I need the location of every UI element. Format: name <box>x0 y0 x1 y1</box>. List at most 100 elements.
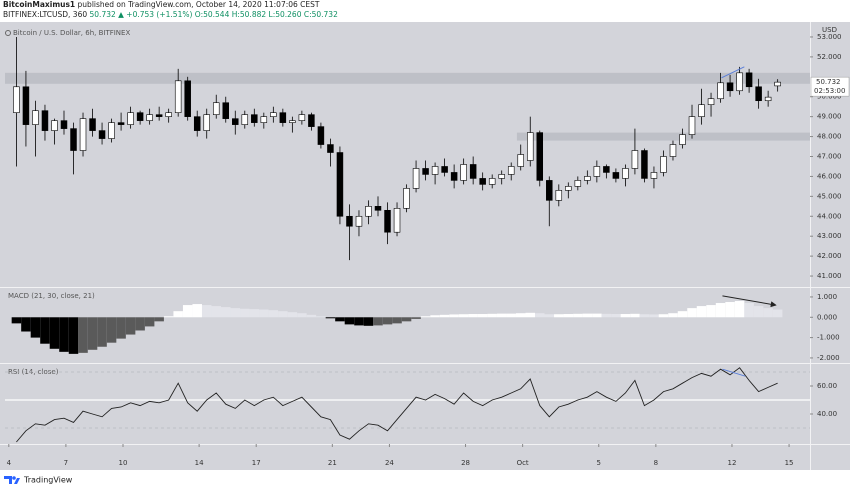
brand-logo <box>4 476 12 484</box>
histogram-bar <box>297 313 307 318</box>
histogram-bar <box>763 308 773 318</box>
macd-legend: MACD (21, 30, close, 21) <box>8 292 95 300</box>
candle-body <box>289 120 296 123</box>
candle-body <box>707 98 715 106</box>
histogram-bar <box>59 317 69 352</box>
histogram-bar <box>240 308 250 318</box>
histogram-bar <box>163 316 174 318</box>
candle-body <box>498 174 505 179</box>
candle-body <box>193 116 201 131</box>
candle-body <box>355 215 363 227</box>
brand-logo <box>14 478 20 484</box>
price-label: 50.732 <box>816 78 841 86</box>
candle-body <box>184 80 191 117</box>
candle-body <box>431 166 439 175</box>
histogram-bar <box>734 301 745 318</box>
candle-body <box>212 102 220 115</box>
candle-body <box>650 172 658 179</box>
histogram-bar <box>430 315 440 318</box>
candle-body <box>308 114 315 127</box>
candle-body <box>517 154 524 167</box>
countdown-label: 02:53:00 <box>814 87 845 95</box>
header-line: BitcoinMaximus1 published on TradingView… <box>3 0 338 10</box>
trendline <box>722 368 746 377</box>
candle-body <box>507 166 515 175</box>
y-tick-label: 47.000 <box>817 153 842 161</box>
candle-body <box>774 81 781 87</box>
candle-body <box>89 118 96 131</box>
candle-body <box>403 188 410 209</box>
histogram-bar <box>230 308 241 318</box>
chart-background <box>0 22 850 470</box>
candle-body <box>70 128 77 151</box>
candle-body <box>165 112 172 117</box>
candle-body <box>641 150 648 179</box>
histogram-bar <box>487 313 497 318</box>
histogram-bar <box>220 307 231 318</box>
header-line: BITFINEX:LTCUSD, 360 50.732 ▲ +0.753 (+1… <box>3 10 338 20</box>
histogram-bar <box>316 316 326 318</box>
histogram-bar <box>116 317 126 339</box>
candle-body <box>79 118 87 151</box>
histogram-bar <box>753 306 764 318</box>
candle-body <box>327 144 334 153</box>
histogram-bar <box>173 311 183 318</box>
y-tick-label: 40.00 <box>817 410 837 418</box>
zone <box>5 72 810 84</box>
candle-body <box>469 164 477 179</box>
rsi-line <box>16 367 778 443</box>
histogram-bar <box>554 314 564 318</box>
histogram-bar <box>49 317 60 349</box>
candle-body <box>136 112 144 121</box>
candle-body <box>736 72 743 92</box>
candle-body <box>155 114 163 117</box>
candle-body <box>526 132 534 161</box>
price-label-box <box>810 76 850 97</box>
histogram-bar <box>506 313 516 318</box>
histogram-bar <box>373 317 383 326</box>
y-tick-label: 60.00 <box>817 382 837 390</box>
x-tick-label: 14 <box>195 459 204 467</box>
candle-body <box>450 172 458 181</box>
brand: TradingView <box>4 476 73 485</box>
histogram-bar <box>706 305 716 318</box>
candle-body <box>460 164 467 181</box>
candle-body <box>660 156 667 173</box>
histogram-bar <box>135 317 145 331</box>
candle-body <box>203 114 210 131</box>
x-tick-label: 4 <box>7 459 12 467</box>
candle-body <box>13 86 20 113</box>
published: published on TradingView.com, October 14… <box>75 0 320 9</box>
y-tick-label: 49.000 <box>817 113 842 121</box>
candle-body <box>98 130 106 139</box>
candle-body <box>270 112 277 117</box>
y-tick-label: -1.000 <box>817 334 840 342</box>
y-tick-label: 53.000 <box>817 33 842 41</box>
histogram-bar <box>30 317 41 338</box>
x-tick-label: 7 <box>64 459 68 467</box>
unit-label: USD <box>822 26 837 34</box>
histogram-bar <box>335 317 345 322</box>
symbol: BITFINEX:LTCUSD, 360 <box>3 10 88 19</box>
brand-name: TradingView <box>23 476 73 485</box>
histogram-bar <box>287 312 298 318</box>
candle-body <box>441 166 448 173</box>
y-tick-label: -2.000 <box>817 354 840 362</box>
candle-body <box>764 96 772 102</box>
candle-body <box>232 118 239 125</box>
histogram-bar <box>630 313 640 318</box>
histogram-bar <box>525 312 536 318</box>
price-legend: Bitcoin / U.S. Dollar, 6h, BITFINEX <box>13 29 130 37</box>
y-tick-label: 48.000 <box>817 133 842 141</box>
candle-body <box>393 208 401 233</box>
histogram-bar <box>278 311 288 318</box>
histogram-bar <box>544 314 555 318</box>
histogram-bar <box>106 317 117 343</box>
candle-body <box>260 116 268 123</box>
histogram-bar <box>620 314 631 318</box>
candle-body <box>51 120 58 131</box>
candle-body <box>612 172 620 179</box>
x-tick-label: 5 <box>597 459 601 467</box>
zone <box>516 132 810 141</box>
